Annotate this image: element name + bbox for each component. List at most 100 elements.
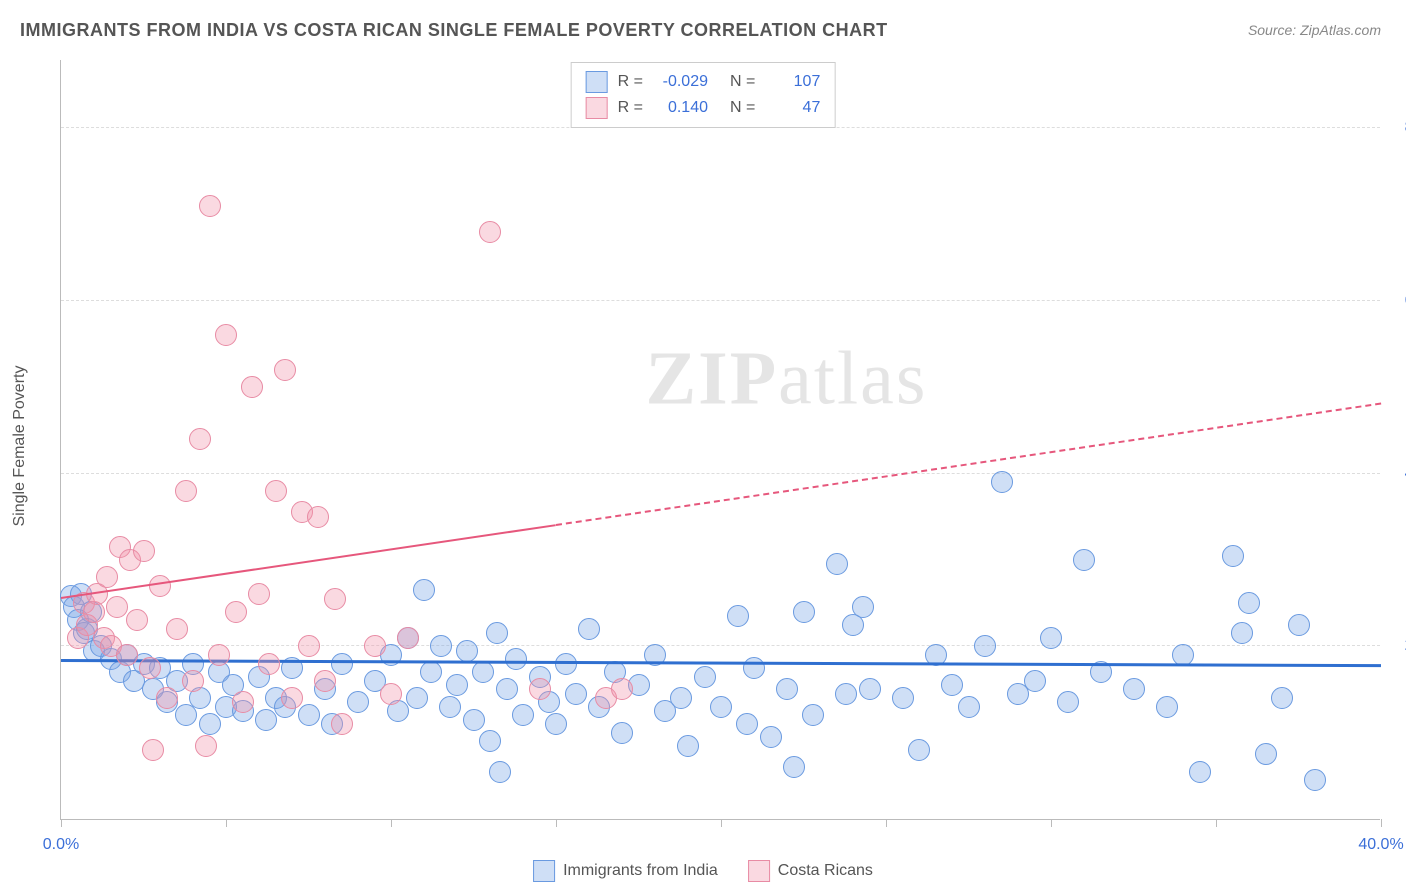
data-point: [199, 713, 221, 735]
data-point: [710, 696, 732, 718]
data-point: [776, 678, 798, 700]
x-tick: [1216, 819, 1217, 827]
correlation-legend: R =-0.029N =107R =0.140N =47: [571, 62, 836, 128]
data-point: [126, 609, 148, 631]
data-point: [1238, 592, 1260, 614]
data-point: [265, 480, 287, 502]
data-point: [670, 687, 692, 709]
data-point: [802, 704, 824, 726]
gridline: 40.0%: [61, 473, 1380, 474]
x-tick: [1051, 819, 1052, 827]
data-point: [364, 635, 386, 657]
data-point: [793, 601, 815, 623]
data-point: [565, 683, 587, 705]
data-point: [859, 678, 881, 700]
data-point: [331, 713, 353, 735]
data-point: [489, 761, 511, 783]
x-tick-label: 40.0%: [1358, 836, 1403, 854]
data-point: [486, 622, 508, 644]
data-point: [463, 709, 485, 731]
data-point: [1123, 678, 1145, 700]
data-point: [420, 661, 442, 683]
data-point: [347, 691, 369, 713]
data-point: [380, 683, 402, 705]
data-point: [479, 221, 501, 243]
data-point: [1057, 691, 1079, 713]
legend-n-value: 47: [765, 99, 820, 117]
watermark-logo: ZIPatlas: [645, 335, 927, 422]
data-point: [232, 691, 254, 713]
data-point: [1189, 761, 1211, 783]
data-point: [1040, 627, 1062, 649]
data-point: [182, 670, 204, 692]
data-point: [281, 687, 303, 709]
trend-line: [556, 402, 1381, 525]
x-tick: [556, 819, 557, 827]
data-point: [142, 739, 164, 761]
data-point: [133, 540, 155, 562]
data-point: [324, 588, 346, 610]
data-point: [1271, 687, 1293, 709]
data-point: [892, 687, 914, 709]
series-legend: Immigrants from India Costa Ricans: [533, 860, 873, 882]
scatter-chart: ZIPatlas 20.0%40.0%60.0%80.0%0.0%40.0%: [60, 60, 1380, 820]
legend-r-label: R =: [618, 73, 643, 91]
data-point: [505, 648, 527, 670]
watermark-light: atlas: [778, 336, 927, 420]
data-point: [430, 635, 452, 657]
data-point: [974, 635, 996, 657]
legend-r-value: 0.140: [653, 99, 708, 117]
source-attribution: Source: ZipAtlas.com: [1248, 22, 1381, 38]
source-name: ZipAtlas.com: [1300, 22, 1381, 38]
x-tick: [391, 819, 392, 827]
data-point: [694, 666, 716, 688]
watermark-bold: ZIP: [645, 336, 778, 420]
x-tick-label: 0.0%: [43, 836, 79, 854]
data-point: [241, 376, 263, 398]
data-point: [743, 657, 765, 679]
data-point: [760, 726, 782, 748]
series-name: Immigrants from India: [563, 862, 718, 880]
data-point: [116, 644, 138, 666]
data-point: [1304, 769, 1326, 791]
data-point: [139, 657, 161, 679]
data-point: [941, 674, 963, 696]
series-name: Costa Ricans: [778, 862, 873, 880]
data-point: [578, 618, 600, 640]
data-point: [512, 704, 534, 726]
gridline: 60.0%: [61, 300, 1380, 301]
legend-n-label: N =: [730, 73, 755, 91]
data-point: [225, 601, 247, 623]
data-point: [727, 605, 749, 627]
data-point: [298, 704, 320, 726]
x-tick: [1381, 819, 1382, 827]
data-point: [298, 635, 320, 657]
data-point: [1024, 670, 1046, 692]
data-point: [958, 696, 980, 718]
data-point: [1073, 549, 1095, 571]
data-point: [1255, 743, 1277, 765]
data-point: [149, 575, 171, 597]
data-point: [255, 709, 277, 731]
data-point: [331, 653, 353, 675]
data-point: [908, 739, 930, 761]
data-point: [248, 583, 270, 605]
data-point: [258, 653, 280, 675]
data-point: [1288, 614, 1310, 636]
data-point: [826, 553, 848, 575]
data-point: [96, 566, 118, 588]
data-point: [189, 428, 211, 450]
data-point: [852, 596, 874, 618]
data-point: [1222, 545, 1244, 567]
y-axis-label: Single Female Poverty: [11, 366, 29, 527]
data-point: [175, 480, 197, 502]
legend-swatch: [533, 860, 555, 882]
data-point: [496, 678, 518, 700]
data-point: [195, 735, 217, 757]
legend-r-label: R =: [618, 99, 643, 117]
data-point: [456, 640, 478, 662]
data-point: [397, 627, 419, 649]
series-legend-item: Immigrants from India: [533, 860, 718, 882]
data-point: [439, 696, 461, 718]
data-point: [991, 471, 1013, 493]
